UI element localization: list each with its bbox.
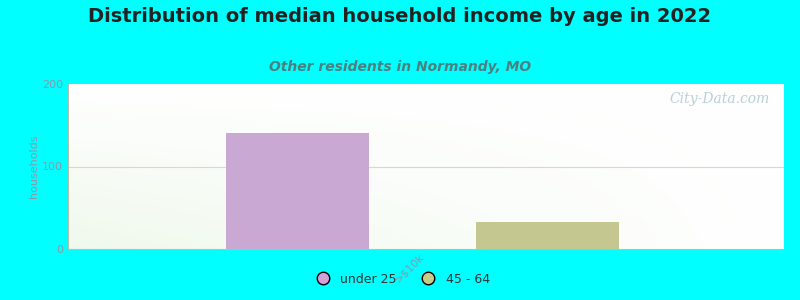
Bar (476, 222, 619, 249)
Y-axis label: households: households (30, 135, 39, 198)
Text: City-Data.com: City-Data.com (670, 92, 770, 106)
Bar (226, 134, 369, 249)
Text: Distribution of median household income by age in 2022: Distribution of median household income … (89, 8, 711, 26)
Text: Other residents in Normandy, MO: Other residents in Normandy, MO (269, 60, 531, 74)
Legend: under 25, 45 - 64: under 25, 45 - 64 (306, 268, 494, 291)
